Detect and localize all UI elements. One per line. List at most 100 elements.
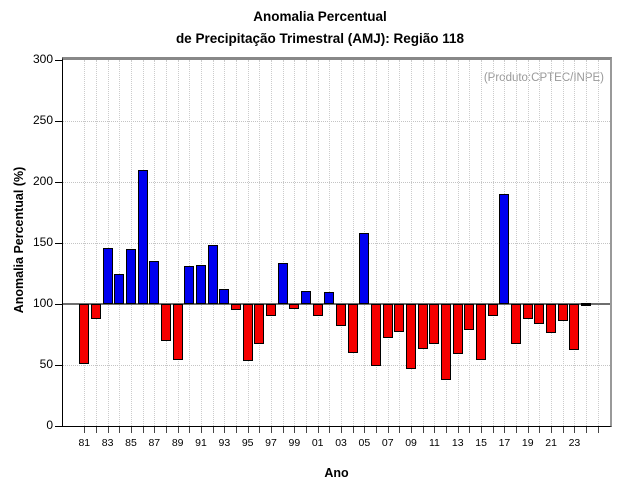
- bar-2011: [429, 304, 440, 345]
- v-gridline: [95, 60, 97, 426]
- x-tick: [201, 427, 202, 433]
- x-tick: [434, 427, 436, 433]
- bar-1998: [277, 262, 288, 304]
- bar-2022: [557, 304, 568, 322]
- x-tick-label-1993: 93: [218, 437, 231, 449]
- x-tick-label-2001: 01: [311, 437, 324, 449]
- v-gridline: [341, 60, 343, 426]
- bar-2015: [476, 304, 487, 361]
- v-gridline: [562, 60, 564, 426]
- v-gridline: [492, 60, 494, 426]
- x-tick: [271, 427, 273, 433]
- y-tick-label-300: 300: [32, 52, 53, 66]
- v-gridline: [294, 60, 296, 426]
- v-gridline: [422, 60, 424, 426]
- x-tick: [282, 427, 284, 433]
- x-tick-label-2009: 09: [405, 437, 417, 449]
- bar-1992: [207, 245, 218, 304]
- v-gridline: [165, 60, 167, 426]
- x-tick: [399, 427, 401, 433]
- x-tick: [422, 427, 424, 433]
- bar-2018: [511, 304, 522, 345]
- v-gridline: [574, 60, 576, 426]
- bar-2001: [312, 304, 323, 317]
- bar-2002: [324, 291, 335, 304]
- x-tick-label-2013: 13: [451, 437, 464, 449]
- x-tick: [586, 427, 588, 433]
- v-gridline: [446, 60, 448, 426]
- x-tick: [411, 427, 413, 433]
- x-tick-label-2015: 15: [475, 437, 487, 449]
- bar-2013: [452, 304, 463, 355]
- x-axis-title: Ano: [324, 466, 349, 480]
- h-gridline-50: [63, 364, 610, 366]
- x-tick-label-2007: 07: [381, 437, 394, 449]
- y-tick-label-150: 150: [32, 235, 53, 249]
- x-tick: [492, 427, 494, 433]
- bar-1993: [219, 289, 230, 304]
- v-gridline: [271, 60, 273, 426]
- bar-2005: [359, 233, 370, 304]
- bar-1994: [231, 304, 241, 311]
- x-tick-label-1985: 85: [125, 437, 137, 449]
- source-annotation: (Produto:CPTEC/INPE): [483, 72, 604, 84]
- x-tick-label-2003: 03: [335, 437, 347, 449]
- bar-2003: [336, 304, 347, 326]
- v-gridline: [539, 60, 541, 426]
- bar-2017: [499, 194, 510, 304]
- x-tick: [527, 427, 529, 433]
- bar-2012: [441, 304, 452, 380]
- x-tick: [551, 427, 553, 433]
- v-gridline: [154, 60, 156, 426]
- bar-1987: [149, 261, 160, 304]
- x-tick: [177, 427, 179, 433]
- v-gridline: [306, 60, 308, 426]
- x-tick: [212, 427, 214, 433]
- x-tick-label-2021: 21: [545, 437, 557, 449]
- bar-1982: [90, 304, 101, 319]
- x-tick: [539, 427, 541, 433]
- x-tick: [574, 427, 576, 433]
- h-gridline-150: [63, 242, 610, 244]
- v-gridline: [551, 60, 553, 426]
- x-tick: [236, 427, 237, 433]
- bar-2010: [417, 304, 428, 350]
- bar-2000: [301, 290, 312, 304]
- x-tick: [247, 427, 249, 433]
- x-tick: [446, 427, 448, 433]
- v-gridline: [469, 60, 471, 426]
- y-tick-300: [55, 59, 62, 61]
- x-tick-label-1997: 97: [265, 437, 277, 449]
- v-gridline: [376, 60, 378, 426]
- bar-1997: [266, 304, 277, 317]
- v-gridline: [107, 60, 109, 426]
- x-tick: [294, 427, 296, 433]
- x-tick-label-2005: 05: [358, 437, 371, 449]
- x-tick-label-1989: 89: [171, 437, 184, 449]
- v-gridline: [259, 60, 261, 426]
- bar-1989: [172, 304, 183, 361]
- x-tick-label-2023: 23: [568, 437, 581, 449]
- y-tick-label-0: 0: [46, 418, 53, 432]
- x-tick: [469, 427, 471, 433]
- y-tick-label-100: 100: [32, 296, 53, 310]
- bar-1995: [242, 304, 253, 362]
- v-gridline: [201, 60, 202, 426]
- x-tick: [352, 427, 354, 433]
- v-gridline: [516, 60, 518, 426]
- y-tick-150: [55, 242, 62, 244]
- v-gridline: [84, 60, 86, 426]
- x-tick-label-2017: 17: [498, 437, 511, 449]
- bar-1981: [79, 304, 90, 364]
- x-tick: [481, 427, 483, 433]
- chart-title-line2: de Precipitação Trimestral (AMJ): Região…: [175, 31, 465, 46]
- bar-1996: [254, 304, 265, 345]
- x-tick: [107, 427, 109, 433]
- x-tick: [119, 427, 121, 433]
- v-gridline: [597, 60, 599, 426]
- bar-2004: [347, 304, 358, 353]
- v-gridline: [352, 60, 354, 426]
- x-tick: [341, 427, 343, 433]
- v-gridline: [212, 60, 214, 426]
- bar-1990: [184, 266, 195, 304]
